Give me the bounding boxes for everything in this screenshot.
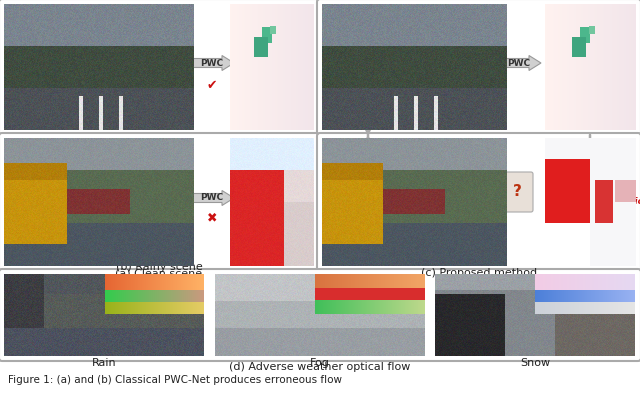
Text: Rain: Rain bbox=[92, 358, 116, 368]
FancyArrow shape bbox=[190, 55, 234, 70]
FancyBboxPatch shape bbox=[317, 133, 640, 271]
Text: PWC: PWC bbox=[508, 58, 531, 68]
FancyBboxPatch shape bbox=[317, 0, 640, 135]
Text: Fog: Fog bbox=[310, 358, 330, 368]
FancyArrow shape bbox=[497, 55, 541, 70]
Text: Translation: Translation bbox=[380, 198, 429, 207]
FancyBboxPatch shape bbox=[0, 269, 640, 361]
Text: (b) Rainy scene: (b) Rainy scene bbox=[116, 262, 202, 272]
Text: ✖: ✖ bbox=[207, 211, 217, 224]
Text: Adaptation: Adaptation bbox=[595, 198, 640, 207]
Text: (c) Proposed method: (c) Proposed method bbox=[421, 268, 537, 278]
Text: ?: ? bbox=[513, 185, 522, 200]
Text: (a) Clean scene: (a) Clean scene bbox=[115, 268, 203, 278]
FancyBboxPatch shape bbox=[501, 172, 533, 212]
Text: (d) Adverse weather optical flow: (d) Adverse weather optical flow bbox=[229, 362, 411, 372]
FancyBboxPatch shape bbox=[0, 0, 319, 135]
Text: PWC: PWC bbox=[200, 194, 223, 202]
Text: PWC: PWC bbox=[200, 58, 223, 68]
Text: Figure 1: (a) and (b) Classical PWC-Net produces erroneous flow: Figure 1: (a) and (b) Classical PWC-Net … bbox=[8, 375, 342, 385]
FancyBboxPatch shape bbox=[0, 133, 319, 271]
Text: Snow: Snow bbox=[520, 358, 550, 368]
Text: ✔: ✔ bbox=[207, 79, 217, 92]
FancyArrow shape bbox=[190, 190, 234, 205]
